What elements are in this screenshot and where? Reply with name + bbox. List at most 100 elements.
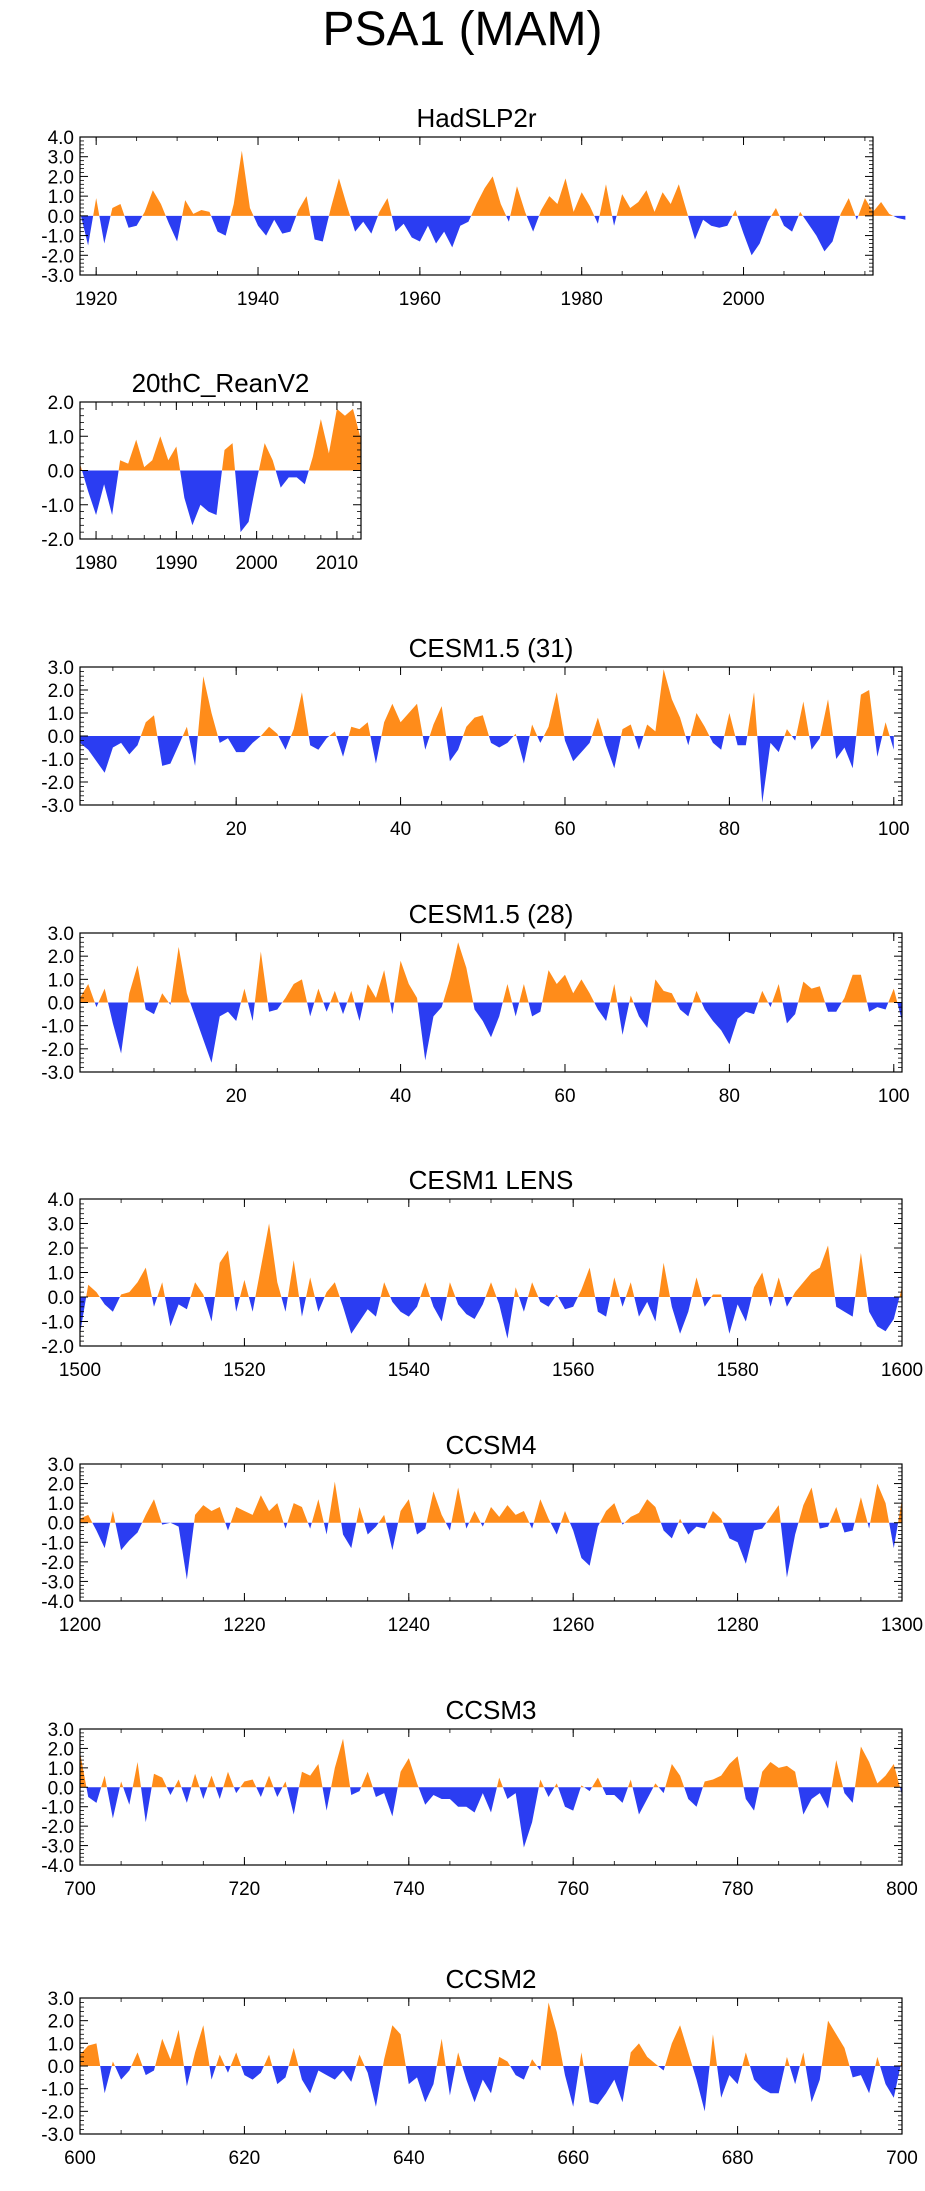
y-tick-label: 3.0: [48, 1989, 74, 2010]
x-tick-label: 80: [719, 1086, 740, 1107]
negative-area-series: [80, 470, 361, 533]
positive-area-series: [80, 408, 361, 471]
positive-area-series: [80, 2002, 902, 2066]
negative-area-series: [80, 1002, 902, 1063]
x-tick-label: 1980: [75, 553, 117, 574]
negative-area-series: [80, 1787, 902, 1848]
y-tick-label: -2.0: [41, 1337, 74, 1358]
x-tick-label: 1940: [237, 289, 279, 310]
y-tick-label: 1.0: [48, 427, 74, 448]
chart-title: CCSM3: [445, 1695, 536, 1725]
y-tick-label: -2.0: [41, 1040, 74, 1061]
y-tick-label: 2.0: [48, 1239, 74, 1260]
x-tick-label: 2000: [722, 289, 764, 310]
y-tick-label: 0.0: [48, 2057, 74, 2078]
y-tick-label: -3.0: [41, 1063, 74, 1084]
x-tick-label: 1960: [399, 289, 441, 310]
chart-title: CCSM2: [445, 1964, 536, 1994]
x-tick-label: 20: [226, 1086, 247, 1107]
x-tick-label: 600: [64, 2148, 96, 2169]
x-tick-label: 1600: [881, 1360, 923, 1381]
negative-area-series: [80, 2066, 902, 2112]
y-tick-label: 1.0: [48, 2034, 74, 2055]
plot-frame: [79, 136, 874, 276]
x-tick-label: 1540: [388, 1360, 430, 1381]
x-tick-label: 1520: [223, 1360, 265, 1381]
y-tick-label: 0.0: [48, 727, 74, 748]
x-tick-label: 620: [229, 2148, 261, 2169]
plot-frame: [79, 1463, 903, 1602]
y-tick-label: 2.0: [48, 947, 74, 968]
y-tick-label: -4.0: [41, 1592, 74, 1613]
y-tick-label: 2.0: [48, 167, 74, 188]
y-tick-label: 0.0: [48, 1288, 74, 1309]
y-tick-label: 2.0: [48, 393, 74, 414]
x-tick-label: 20: [226, 819, 247, 840]
y-tick-label: -2.0: [41, 1553, 74, 1574]
y-tick-label: 3.0: [48, 148, 74, 169]
y-tick-label: 1.0: [48, 1494, 74, 1515]
x-tick-label: 720: [229, 1879, 261, 1900]
y-tick-label: -1.0: [41, 496, 74, 517]
x-tick-label: 40: [390, 819, 411, 840]
positive-area-series: [80, 669, 894, 736]
chart-title: CESM1 LENS: [409, 1165, 574, 1195]
x-tick-label: 1500: [59, 1360, 101, 1381]
y-tick-label: -2.0: [41, 773, 74, 794]
y-tick-label: -2.0: [41, 2102, 74, 2123]
positive-area-series: [80, 1738, 902, 1788]
x-tick-label: 740: [393, 1879, 425, 1900]
x-tick-label: 1220: [223, 1615, 265, 1636]
x-tick-label: 2000: [235, 553, 277, 574]
y-tick-label: -1.0: [41, 2080, 74, 2101]
y-tick-label: 0.0: [48, 207, 74, 228]
x-tick-label: 100: [878, 1086, 910, 1107]
positive-area-series: [80, 1481, 902, 1523]
y-tick-label: -1.0: [41, 1313, 74, 1334]
chart-panel-3: CESM1.5 (31) 3.02.01.00.0-1.0-2.0-3.0 20 40…: [41, 633, 909, 840]
y-tick-label: -1.0: [41, 1533, 74, 1554]
y-tick-label: -1.0: [41, 1798, 74, 1819]
y-tick-label: 2.0: [48, 2012, 74, 2033]
chart-panel-4: CESM1.5 (28) 3.02.01.0 0.0-1.0-2.0-3.0 20 40…: [41, 899, 909, 1107]
chart-title: CESM1.5 (28): [409, 899, 574, 929]
y-tick-label: 3.0: [48, 924, 74, 945]
plot-frame: [79, 1198, 903, 1347]
y-tick-label: 2.0: [48, 1475, 74, 1496]
chart-title: HadSLP2r: [417, 103, 537, 133]
y-tick-label: 3.0: [48, 1720, 74, 1741]
y-tick-label: -2.0: [41, 1817, 74, 1838]
y-tick-label: -3.0: [41, 796, 74, 817]
y-tick-label: 3.0: [48, 1455, 74, 1476]
chart-title: CESM1.5 (31): [409, 633, 574, 663]
x-tick-label: 1260: [552, 1615, 594, 1636]
x-tick-label: 1200: [59, 1615, 101, 1636]
y-tick-label: -1.0: [41, 227, 74, 248]
y-tick-label: -3.0: [41, 266, 74, 287]
y-tick-label: -1.0: [41, 750, 74, 771]
x-tick-label: 1990: [155, 553, 197, 574]
y-tick-label: 1.0: [48, 187, 74, 208]
x-tick-label: 60: [554, 819, 575, 840]
x-tick-label: 660: [557, 2148, 589, 2169]
x-tick-label: 1920: [75, 289, 117, 310]
chart-title: 20thC_ReanV2: [132, 368, 310, 398]
x-tick-label: 1580: [716, 1360, 758, 1381]
negative-area-series: [80, 1297, 902, 1339]
y-tick-label: -4.0: [41, 1856, 74, 1877]
positive-area-series: [80, 150, 906, 216]
x-tick-label: 40: [390, 1086, 411, 1107]
y-tick-label: 0.0: [48, 462, 74, 483]
y-tick-label: 1.0: [48, 1264, 74, 1285]
y-tick-label: -2.0: [41, 246, 74, 267]
positive-area-series: [80, 1223, 902, 1297]
y-tick-label: 1.0: [48, 704, 74, 725]
y-tick-label: 0.0: [48, 1514, 74, 1535]
y-tick-label: -3.0: [41, 1837, 74, 1858]
negative-area-series: [80, 736, 894, 803]
